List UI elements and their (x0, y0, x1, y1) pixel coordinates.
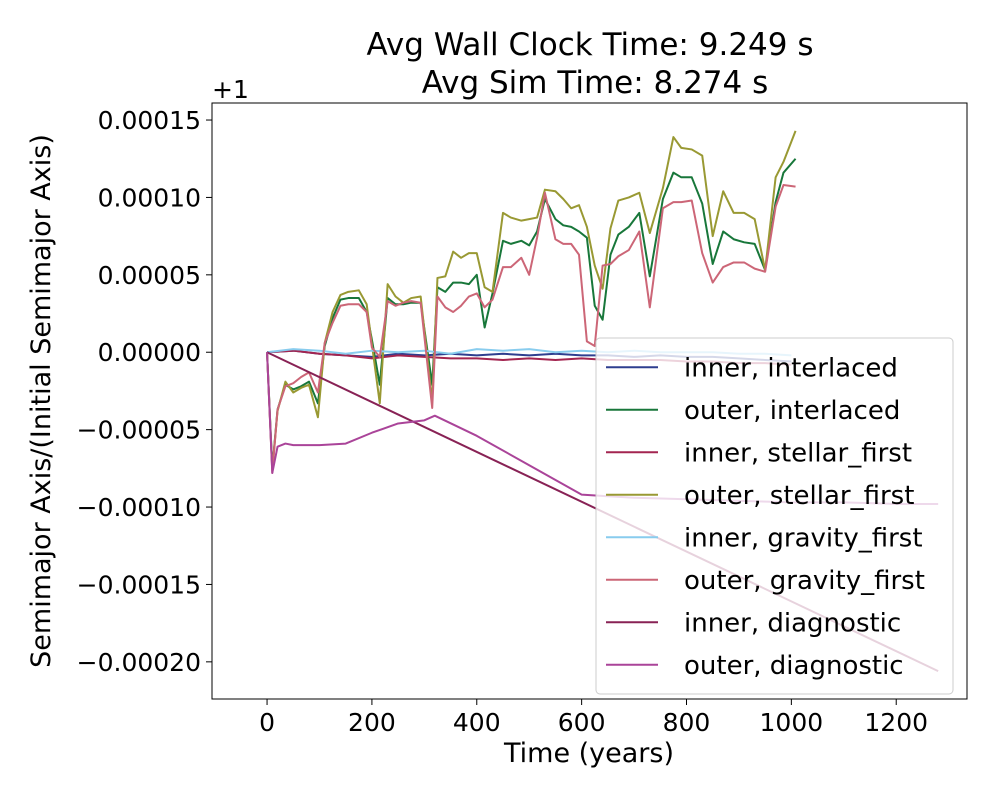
x-tick-label: 600 (558, 708, 606, 737)
legend-label: outer, stellar_first (684, 481, 914, 511)
y-tick-label: 0.00010 (98, 183, 201, 212)
legend-label: outer, gravity_first (684, 566, 925, 596)
y-tick-label: −0.00005 (77, 416, 201, 445)
x-tick-label: 800 (663, 708, 711, 737)
x-axis-ticks: 0 200 400 600 800 1000 1200 (259, 699, 928, 737)
x-tick-label: 1200 (864, 708, 928, 737)
y-tick-label: −0.00015 (77, 570, 201, 599)
y-tick-label: −0.00010 (77, 493, 201, 522)
y-tick-label: −0.00020 (77, 648, 201, 677)
y-tick-label: 0.00005 (98, 261, 201, 290)
legend-box (595, 337, 954, 695)
chart-subtitle: Avg Sim Time: 8.274 s (422, 65, 769, 101)
legend-label: inner, gravity_first (684, 523, 923, 553)
x-tick-label: 1000 (760, 708, 824, 737)
y-tick-label: 0.00015 (98, 106, 201, 135)
x-tick-label: 400 (453, 708, 501, 737)
series-line-2 (266, 158, 797, 470)
x-tick-label: 200 (348, 708, 396, 737)
legend-label: outer, diagnostic (684, 651, 904, 681)
plot-frame (211, 102, 968, 700)
series-line-4 (266, 130, 797, 471)
y-offset-label: +1 (212, 75, 249, 104)
y-axis-label: Semimajor Axis/(Initial Semimajor Axis) (26, 134, 57, 668)
chart-title: Avg Wall Clock Time: 9.249 s (366, 27, 813, 63)
legend-label: inner, stellar_first (684, 438, 912, 468)
legend-label: inner, interlaced (684, 353, 898, 383)
legend: inner, interlaced outer, interlaced inner,… (595, 337, 954, 695)
x-tick-label: 0 (259, 708, 275, 737)
y-axis-ticks: 0.00015 0.00010 0.00005 0.00000 −0.00005 −0.0… (77, 106, 212, 677)
y-tick-label: 0.00000 (98, 338, 201, 367)
legend-label: outer, interlaced (684, 396, 900, 426)
legend-label: inner, diagnostic (684, 608, 901, 638)
x-axis-label: Time (years) (503, 738, 674, 769)
series-line-6 (266, 184, 796, 474)
